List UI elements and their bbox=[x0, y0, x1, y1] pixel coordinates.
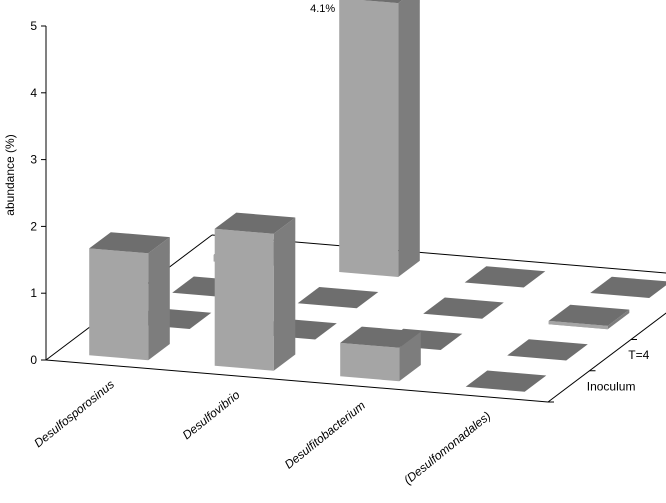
y-axis-label: abundance (%) bbox=[3, 134, 17, 215]
bar-top bbox=[465, 370, 547, 392]
category-label: (Desulfomonadales) bbox=[401, 409, 493, 487]
bar bbox=[507, 339, 588, 361]
y-tick-label: 3 bbox=[30, 153, 37, 167]
bar-top bbox=[89, 232, 170, 254]
series-axis-ticks bbox=[548, 339, 637, 403]
bars bbox=[89, 0, 666, 392]
bar-top bbox=[507, 339, 588, 361]
y-tick-label: 0 bbox=[30, 353, 37, 367]
y-tick-label: 5 bbox=[30, 19, 37, 33]
bar bbox=[214, 212, 296, 371]
y-tick-label: 4 bbox=[30, 86, 37, 100]
bar-top bbox=[340, 326, 421, 348]
y-ticks: 0 1 2 3 4 5 bbox=[30, 19, 46, 367]
bar bbox=[548, 304, 630, 330]
series-label: Inoculum bbox=[587, 379, 636, 393]
y-tick-label: 1 bbox=[30, 286, 37, 300]
category-label: Desulfovibrio bbox=[180, 388, 243, 443]
y-tick-label: 2 bbox=[30, 219, 37, 233]
bar-front bbox=[548, 320, 608, 330]
category-labels: Desulfosporosinus Desulfovibrio Desulfitob… bbox=[31, 377, 493, 487]
bar bbox=[590, 276, 666, 298]
category-label: Desulfitobacterium bbox=[282, 398, 368, 471]
bar-top bbox=[423, 297, 504, 319]
bar bbox=[464, 266, 546, 288]
floor-front-edge bbox=[45, 359, 549, 403]
bar bbox=[339, 0, 420, 277]
bar bbox=[89, 232, 170, 361]
annotations: 4.1% bbox=[310, 3, 335, 15]
annotation-label: 4.1% bbox=[310, 3, 335, 15]
bar-top bbox=[590, 276, 666, 298]
bar bbox=[340, 326, 421, 382]
bar-side bbox=[398, 0, 420, 277]
bar bbox=[297, 287, 379, 309]
bar-top bbox=[214, 212, 296, 234]
series-label: T=4 bbox=[628, 348, 649, 362]
bar-top bbox=[464, 266, 546, 288]
bar-side bbox=[399, 331, 421, 382]
bar bbox=[465, 370, 547, 392]
bar bbox=[423, 297, 504, 319]
bar-front bbox=[340, 342, 400, 382]
bar-front bbox=[89, 248, 149, 361]
category-label: Desulfosporosinus bbox=[31, 377, 117, 450]
bar-top bbox=[297, 287, 379, 309]
floor-back-edge bbox=[211, 234, 666, 274]
bar-side bbox=[607, 309, 630, 330]
bar-side bbox=[273, 217, 296, 371]
bar-front bbox=[214, 228, 274, 371]
bar-side bbox=[148, 237, 170, 361]
bar-top bbox=[360, 0, 403, 4]
bar-top bbox=[548, 304, 630, 326]
bar-front bbox=[339, 0, 399, 277]
